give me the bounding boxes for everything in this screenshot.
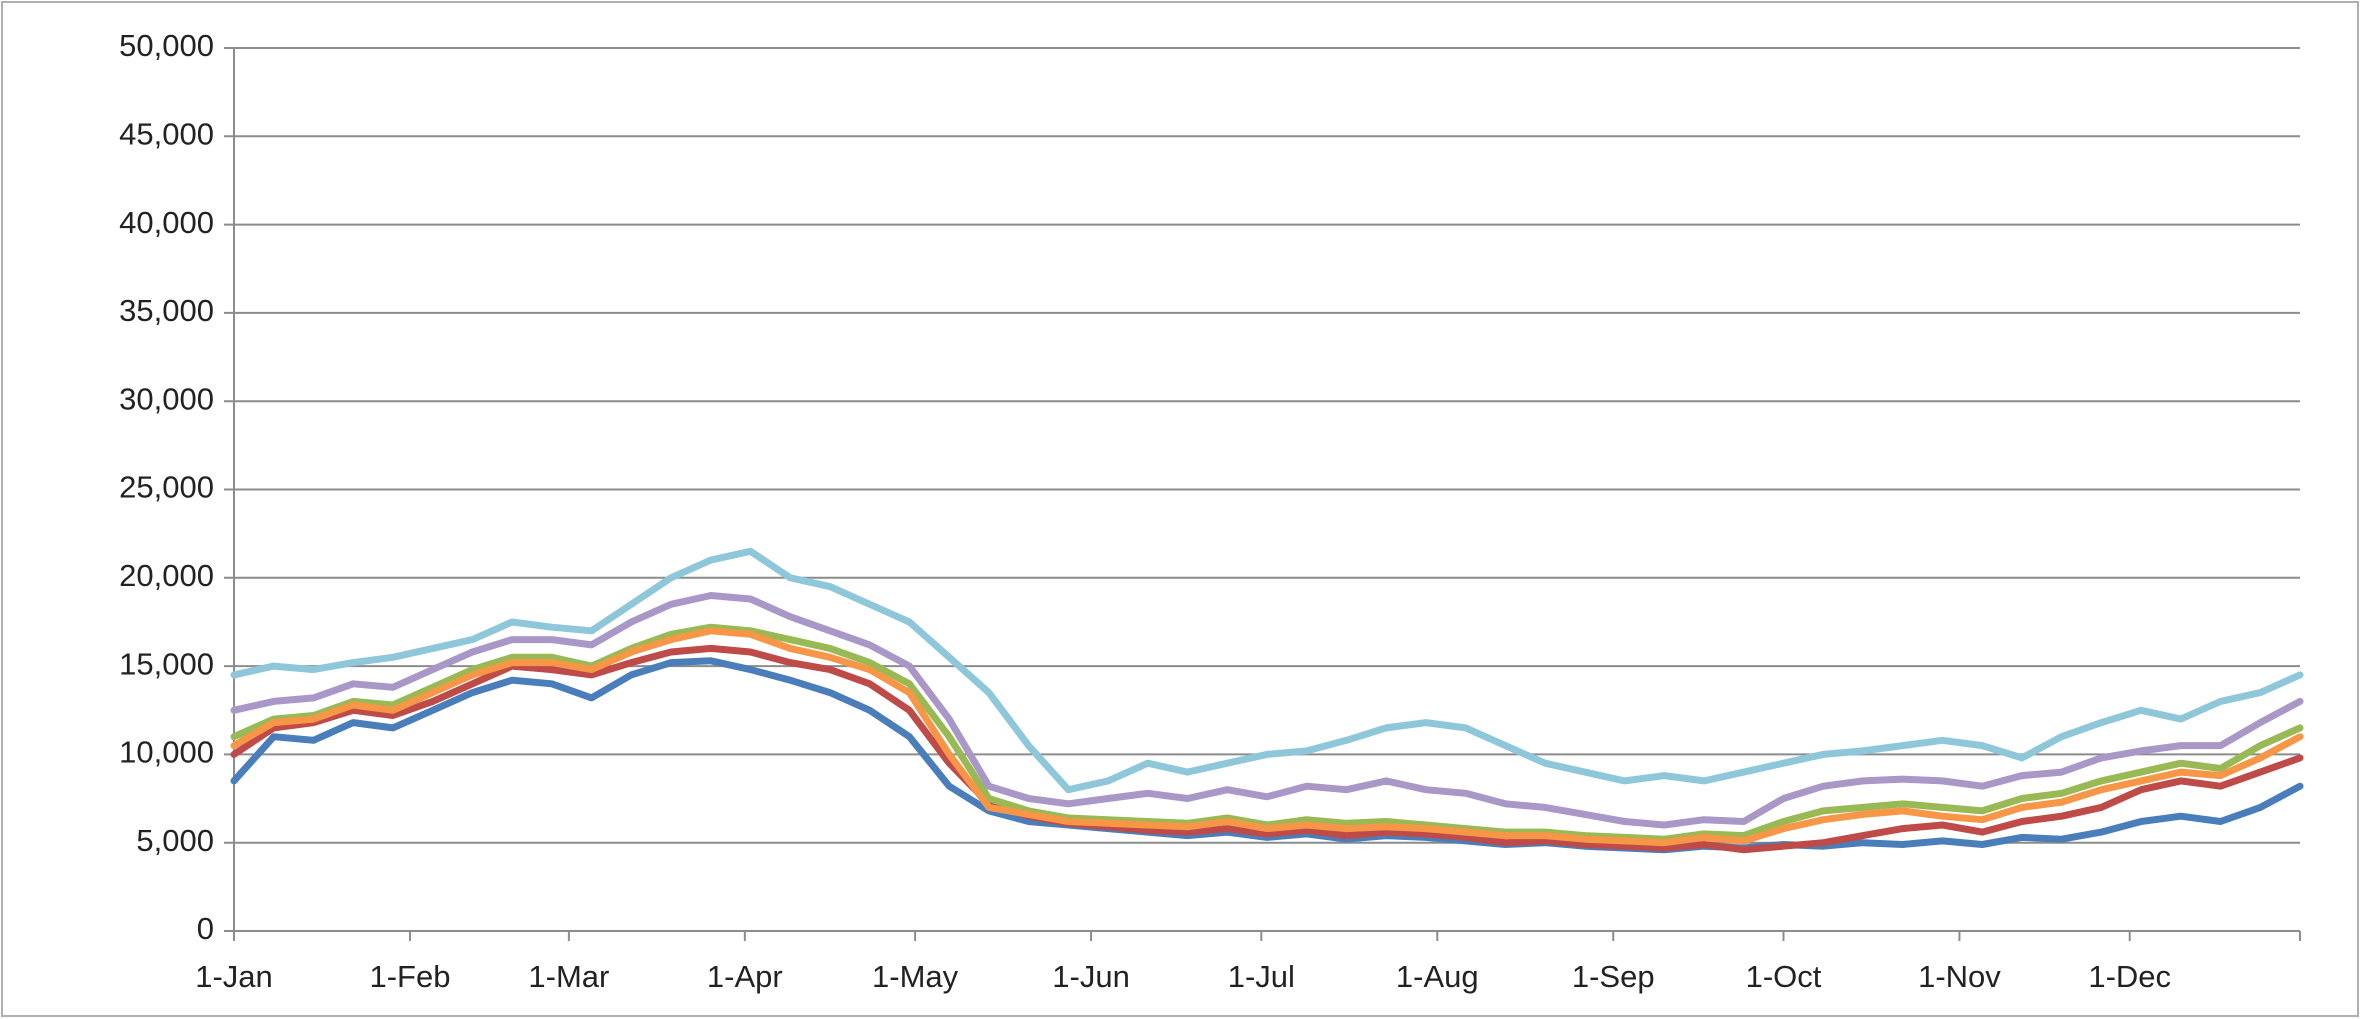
x-tick-label: 1-Jan xyxy=(195,959,273,994)
series-line xyxy=(230,592,2304,829)
y-tick-label: 5,000 xyxy=(136,823,214,858)
series-line xyxy=(230,547,2304,794)
x-tick-label: 1-Aug xyxy=(1396,959,1479,994)
x-tick-label: 1-Jun xyxy=(1052,959,1130,994)
y-tick-label: 20,000 xyxy=(119,558,214,593)
x-tick-label: 1-Sep xyxy=(1572,959,1655,994)
y-tick-label: 10,000 xyxy=(119,735,214,770)
x-tick-label: 1-Apr xyxy=(707,959,783,994)
y-tick-label: 35,000 xyxy=(119,293,214,328)
y-tick-label: 30,000 xyxy=(119,381,214,416)
x-tick-label: 1-Nov xyxy=(1918,959,2001,994)
x-tick-label: 1-Feb xyxy=(369,959,450,994)
y-tick-label: 40,000 xyxy=(119,205,214,240)
y-tick-label: 45,000 xyxy=(119,116,214,151)
x-tick-label: 1-Dec xyxy=(2088,959,2171,994)
y-tick-label: 15,000 xyxy=(119,646,214,681)
x-tick-label: 1-Jul xyxy=(1228,959,1295,994)
series-line xyxy=(230,657,2304,854)
y-tick-label: 25,000 xyxy=(119,470,214,505)
x-tick-label: 1-Oct xyxy=(1746,959,1822,994)
series-line xyxy=(230,644,2304,854)
series-line xyxy=(230,623,2304,843)
y-tick-label: 50,000 xyxy=(119,28,214,63)
x-tick-label: 1-May xyxy=(872,959,959,994)
y-tick-label: 0 xyxy=(197,911,214,946)
series-line xyxy=(230,627,2304,847)
x-tick-label: 1-Mar xyxy=(528,959,609,994)
